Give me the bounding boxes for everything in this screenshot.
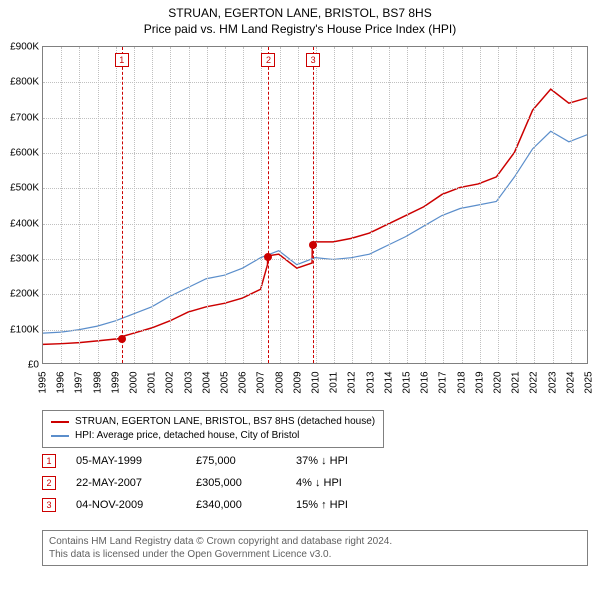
legend-item: HPI: Average price, detached house, City… [51, 429, 375, 443]
x-axis-label: 2017 [438, 371, 449, 393]
reference-badge: 1 [115, 53, 129, 67]
legend: STRUAN, EGERTON LANE, BRISTOL, BS7 8HS (… [42, 410, 384, 448]
sale-date: 05-MAY-1999 [76, 450, 176, 472]
x-axis-label: 2019 [474, 371, 485, 393]
legend-item: STRUAN, EGERTON LANE, BRISTOL, BS7 8HS (… [51, 415, 375, 429]
x-axis-label: 2005 [220, 371, 231, 393]
x-axis-label: 2025 [584, 371, 595, 393]
x-axis-label: 2007 [256, 371, 267, 393]
reference-badge: 2 [261, 53, 275, 67]
series-price_paid [43, 89, 587, 344]
sale-marker [118, 335, 126, 343]
attribution: Contains HM Land Registry data © Crown c… [42, 530, 588, 566]
x-axis-label: 2012 [347, 371, 358, 393]
x-axis-label: 2010 [311, 371, 322, 393]
y-axis-label: £100K [10, 324, 39, 335]
sale-price: £305,000 [196, 472, 276, 494]
y-axis-label: £0 [28, 360, 39, 371]
x-axis-label: 1995 [38, 371, 49, 393]
sale-date: 04-NOV-2009 [76, 494, 176, 516]
reference-badge: 3 [306, 53, 320, 67]
x-axis-label: 2021 [511, 371, 522, 393]
legend-swatch [51, 421, 69, 423]
y-axis-label: £500K [10, 183, 39, 194]
sale-badge: 1 [42, 454, 56, 468]
sale-badge: 2 [42, 476, 56, 490]
x-axis-label: 2016 [420, 371, 431, 393]
sale-marker [264, 253, 272, 261]
sale-badge: 3 [42, 498, 56, 512]
x-axis-label: 2018 [456, 371, 467, 393]
sale-price: £75,000 [196, 450, 276, 472]
sale-row: 1 05-MAY-1999 £75,000 37% ↓ HPI [42, 450, 386, 472]
x-axis-label: 1996 [56, 371, 67, 393]
x-axis-label: 2024 [565, 371, 576, 393]
y-axis-label: £700K [10, 112, 39, 123]
y-axis-label: £300K [10, 254, 39, 265]
x-axis-label: 2009 [292, 371, 303, 393]
y-axis-label: £400K [10, 218, 39, 229]
sale-price: £340,000 [196, 494, 276, 516]
x-axis-label: 1997 [74, 371, 85, 393]
legend-swatch [51, 435, 69, 437]
y-axis-label: £900K [10, 42, 39, 53]
legend-label: HPI: Average price, detached house, City… [75, 429, 299, 443]
x-axis-label: 2015 [402, 371, 413, 393]
x-axis-label: 2004 [201, 371, 212, 393]
chart-plot-area: £0£100K£200K£300K£400K£500K£600K£700K£80… [42, 46, 588, 364]
x-axis-label: 2014 [383, 371, 394, 393]
x-axis-label: 1999 [110, 371, 121, 393]
sale-diff: 15% ↑ HPI [296, 494, 386, 516]
sale-marker [309, 241, 317, 249]
chart-lines [43, 47, 587, 363]
x-axis-label: 1998 [92, 371, 103, 393]
x-axis-label: 2001 [147, 371, 158, 393]
x-axis-label: 2002 [165, 371, 176, 393]
sale-diff: 4% ↓ HPI [296, 472, 386, 494]
x-axis-label: 2013 [365, 371, 376, 393]
sale-row: 3 04-NOV-2009 £340,000 15% ↑ HPI [42, 494, 386, 516]
x-axis-label: 2022 [529, 371, 540, 393]
x-axis-label: 2006 [238, 371, 249, 393]
x-axis-label: 2011 [329, 372, 340, 394]
x-axis-label: 2008 [274, 371, 285, 393]
x-axis-label: 2023 [547, 371, 558, 393]
sales-table: 1 05-MAY-1999 £75,000 37% ↓ HPI 2 22-MAY-2007… [42, 450, 386, 516]
chart-subtitle: Price paid vs. HM Land Registry's House … [0, 22, 600, 36]
x-axis-label: 2000 [129, 371, 140, 393]
sale-row: 2 22-MAY-2007 £305,000 4% ↓ HPI [42, 472, 386, 494]
x-axis-label: 2003 [183, 371, 194, 393]
attribution-line2: This data is licensed under the Open Gov… [49, 549, 331, 560]
sale-date: 22-MAY-2007 [76, 472, 176, 494]
series-hpi [43, 131, 587, 333]
y-axis-label: £800K [10, 77, 39, 88]
attribution-line1: Contains HM Land Registry data © Crown c… [49, 536, 392, 547]
legend-label: STRUAN, EGERTON LANE, BRISTOL, BS7 8HS (… [75, 415, 375, 429]
y-axis-label: £200K [10, 289, 39, 300]
sale-diff: 37% ↓ HPI [296, 450, 386, 472]
chart-title: STRUAN, EGERTON LANE, BRISTOL, BS7 8HS [0, 6, 600, 20]
y-axis-label: £600K [10, 148, 39, 159]
x-axis-label: 2020 [493, 371, 504, 393]
